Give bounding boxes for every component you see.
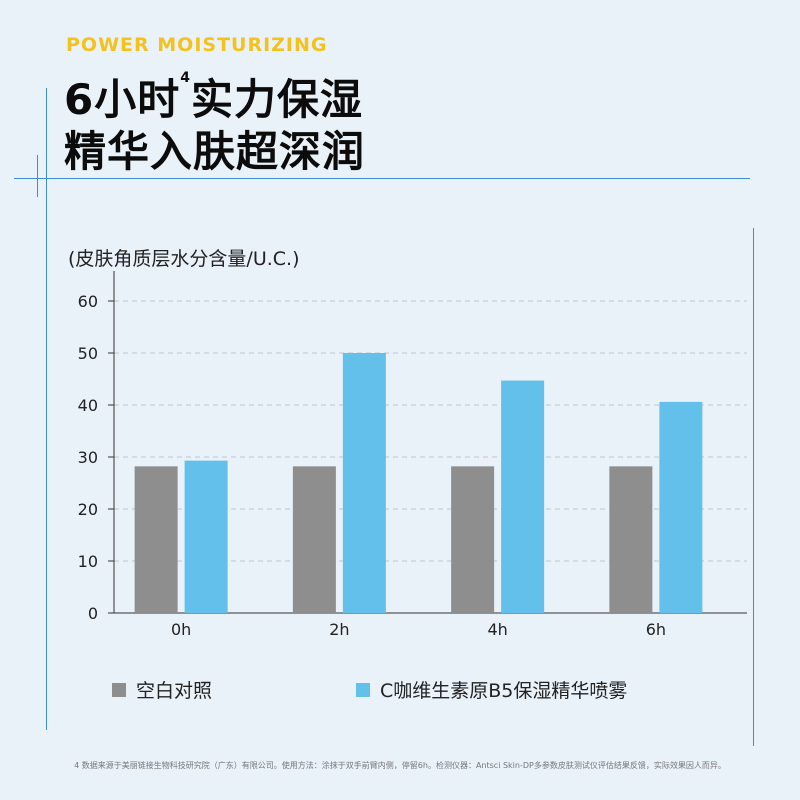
x-tick-label: 4h [487,620,507,639]
x-tick-label: 2h [329,620,349,639]
headline-line-1: 6小时4实力保湿 [64,66,363,127]
headline-line-2: 精华入肤超深润 [64,127,366,176]
bar-product-4h [501,380,545,613]
bar-control-2h [292,466,336,613]
legend-label-control: 空白对照 [136,680,213,702]
decor-vertical-line-left [37,155,38,197]
headline-footnote-mark: 4 [180,70,191,86]
y-tick-label: 0 [88,604,98,623]
x-tick-label: 0h [171,620,191,639]
bar-control-0h [134,466,178,613]
legend-label-product: C咖维生素原B5保湿精华喷雾 [380,680,628,702]
bar-product-0h [184,460,228,613]
y-tick-label: 10 [78,552,98,571]
y-tick-label: 50 [78,344,98,363]
y-axis-label: (皮肤角质层水分含量/U.C.) [68,248,300,270]
bar-control-6h [609,466,653,613]
legend-swatch-product [356,682,370,697]
legend-item-product: C咖维生素原B5保湿精华喷雾 [356,676,627,703]
decor-vertical-line-right [753,228,754,746]
y-tick-label: 30 [78,448,98,467]
y-tick-label: 40 [78,396,98,415]
decor-vertical-line-long [46,88,47,730]
decor-horizontal-line [14,178,750,179]
bar-product-6h [659,401,703,613]
footnote: 4 数据来源于美丽链接生物科技研究院（广东）有限公司。使用方法：涂抹于双手前臂内… [74,761,726,770]
y-tick-label: 60 [78,292,98,311]
bar-control-4h [451,466,495,613]
legend-swatch-control [112,682,126,697]
x-tick-label: 6h [646,620,666,639]
headline-line-1-a: 6小时 [64,75,181,124]
y-tick-label: 20 [78,500,98,519]
legend-item-control: 空白对照 [112,676,212,703]
eyebrow-title: POWER MOISTURIZING [66,34,328,56]
headline-line-1-b: 实力保湿 [190,75,363,124]
bar-product-2h [342,353,386,613]
